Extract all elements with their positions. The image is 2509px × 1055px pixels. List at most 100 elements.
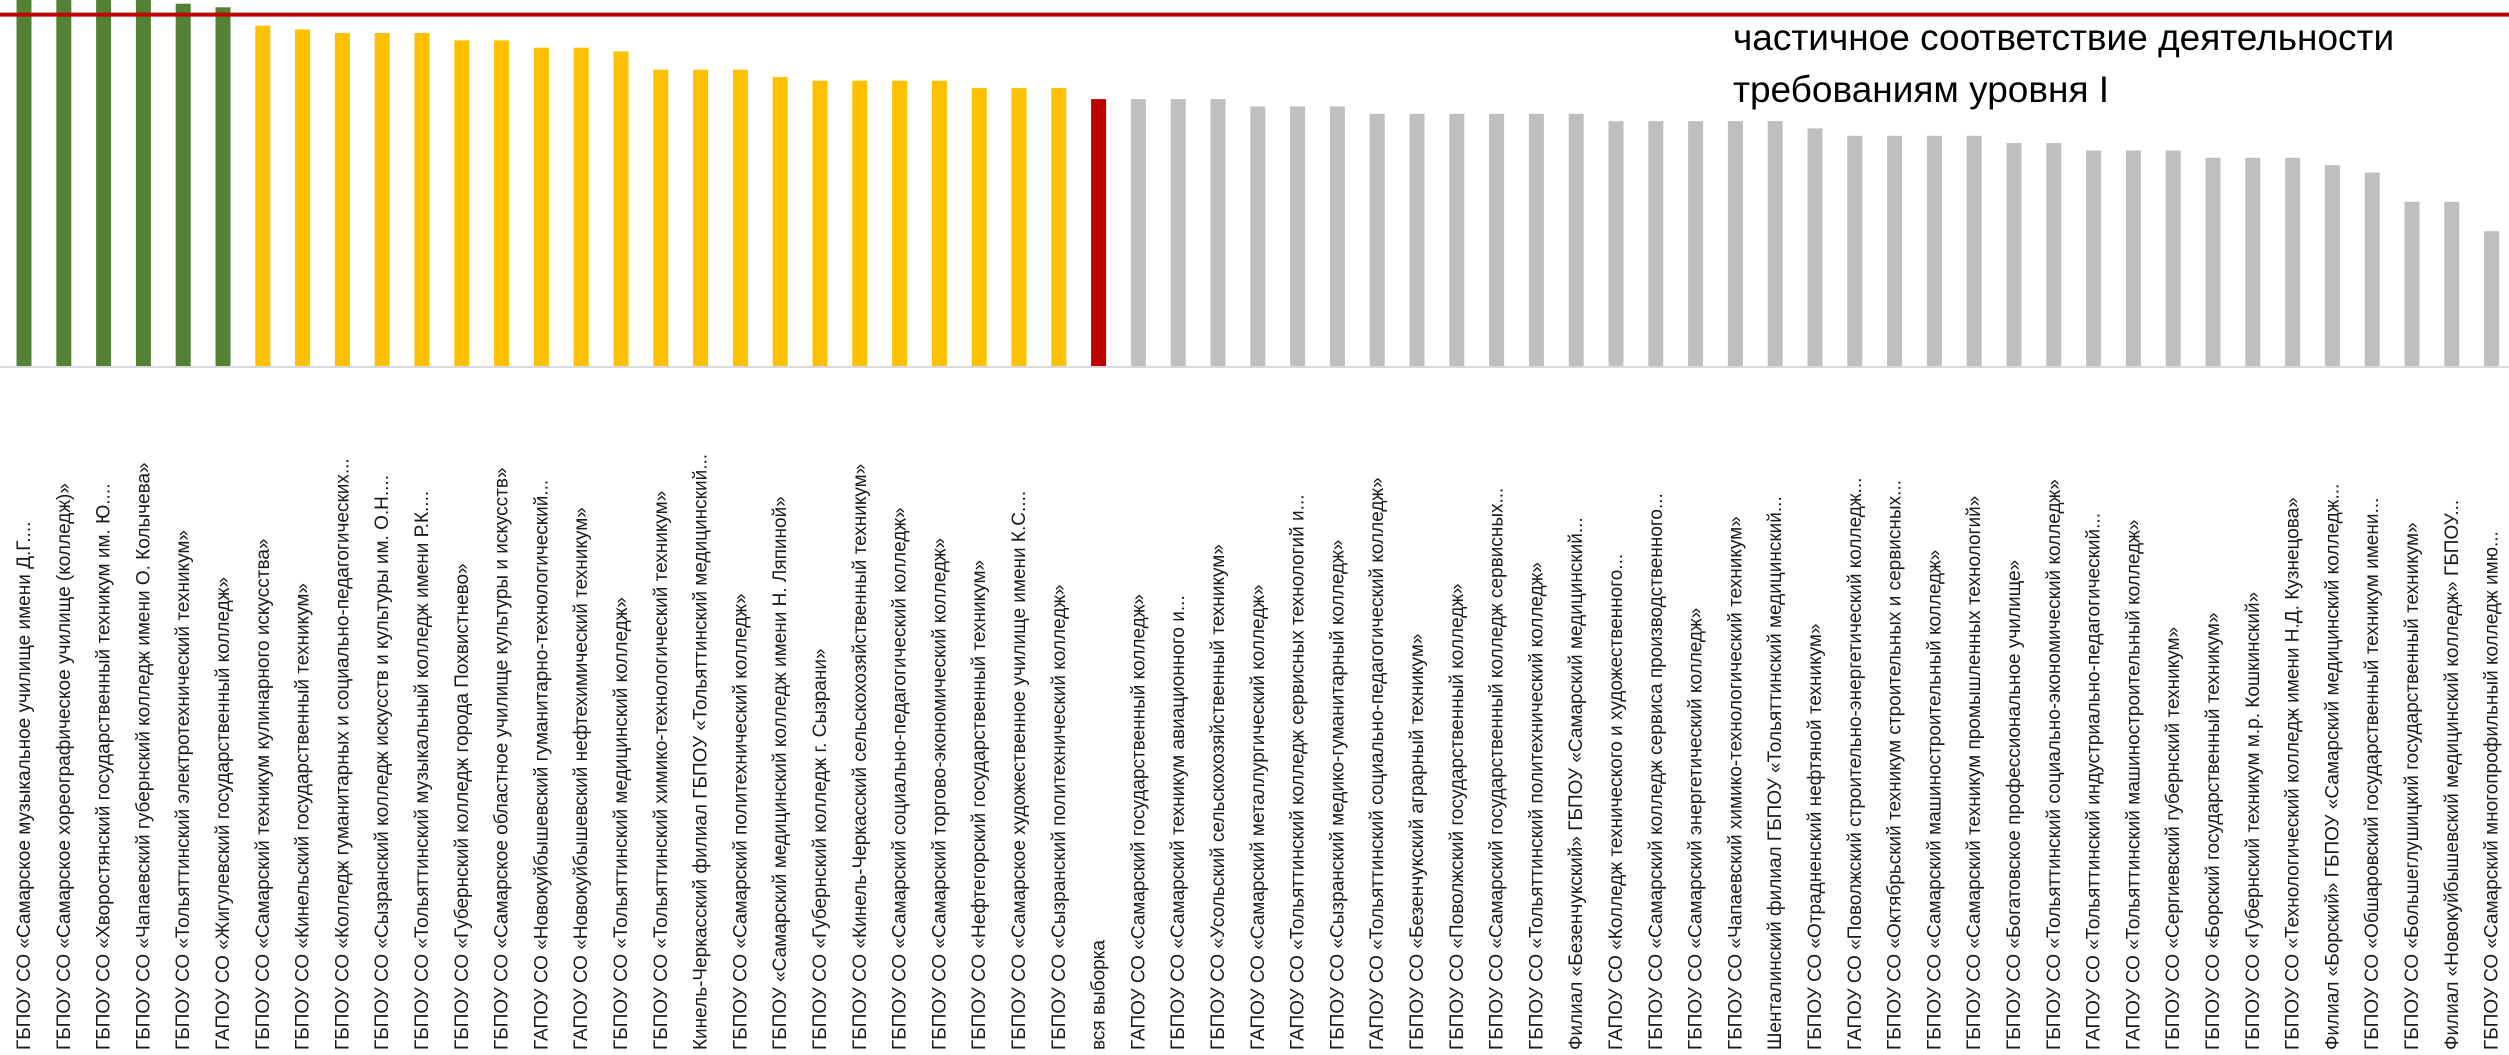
bar-48 bbox=[1887, 135, 1903, 367]
bar-52 bbox=[2046, 143, 2062, 367]
category-label-43: ГБПОУ СО «Самарский энергетический колле… bbox=[1686, 608, 1707, 1050]
category-label-46: ГБПОУ СО «Отрадненский нефтяной техникум… bbox=[1805, 623, 1826, 1050]
bar-27 bbox=[1051, 88, 1067, 367]
category-labels: ГБПОУ СО «Самарское музыкальное училище … bbox=[14, 454, 2503, 1050]
bar-18 bbox=[693, 69, 709, 367]
bar-60 bbox=[2364, 172, 2380, 367]
category-label-18: Кинель-Черкасский филиал ГБПОУ «Тольятти… bbox=[691, 454, 712, 1050]
bar-3 bbox=[96, 0, 112, 367]
bar-7 bbox=[255, 25, 271, 367]
category-label-1: ГБПОУ СО «Самарское музыкальное училище … bbox=[14, 522, 35, 1050]
bar-32 bbox=[1250, 106, 1266, 368]
category-label-38: ГБПОУ СО «Самарский государственный колл… bbox=[1487, 488, 1508, 1050]
category-label-31: ГБПОУ СО «Усольский сельскохозяйственный… bbox=[1208, 544, 1229, 1050]
category-label-59: Филиал «Борский» ГБПОУ «Самарский медици… bbox=[2322, 484, 2343, 1050]
bar-35 bbox=[1369, 113, 1385, 367]
category-label-27: ГБПОУ СО «Сызранский политехнический кол… bbox=[1049, 584, 1070, 1050]
bar-6 bbox=[215, 7, 231, 368]
category-label-63: ГБПОУ СО «Самарский многопрофильный колл… bbox=[2482, 531, 2503, 1050]
category-label-15: ГАПОУ СО «Новокуйбышевский нефтехимическ… bbox=[571, 507, 592, 1050]
category-label-54: ГАПОУ СО «Тольяттинский машиностроительн… bbox=[2123, 520, 2144, 1050]
category-label-26: ГБПОУ СО «Самарское художественное учили… bbox=[1009, 491, 1030, 1050]
bar-39 bbox=[1528, 113, 1544, 367]
category-label-55: ГБПОУ СО «Сергиевский губернский технику… bbox=[2163, 627, 2184, 1050]
bar-50 bbox=[1966, 135, 1982, 367]
bar-13 bbox=[494, 40, 510, 368]
threshold-annotation: частичное соответствие деятельности треб… bbox=[1733, 17, 2395, 110]
bar-57 bbox=[2245, 157, 2261, 367]
category-label-48: ГБПОУ СО «Октябрьский техникум строитель… bbox=[1885, 480, 1906, 1050]
category-label-10: ГБПОУ СО «Сызранский колледж искусств и … bbox=[372, 475, 393, 1050]
category-label-58: ГБПОУ СО «Технологический колледж имени … bbox=[2283, 497, 2304, 1050]
category-label-7: ГБПОУ СО «Самарский техникум кулинарного… bbox=[253, 539, 274, 1050]
category-label-50: ГБПОУ СО «Самарский техникум промышленны… bbox=[1964, 496, 1985, 1050]
bar-17 bbox=[653, 69, 669, 367]
bar-14 bbox=[533, 47, 549, 367]
category-label-30: ГБПОУ СО «Самарский техникум авиационног… bbox=[1168, 595, 1189, 1050]
bar-55 bbox=[2165, 150, 2181, 367]
bar-28 bbox=[1091, 99, 1107, 367]
bar-43 bbox=[1688, 121, 1704, 367]
category-label-21: ГБПОУ СО «Губернский колледж г. Сызрани» bbox=[810, 648, 831, 1050]
bar-63 bbox=[2484, 231, 2500, 367]
category-label-34: ГБПОУ СО «Сызранский медико-гуманитарный… bbox=[1327, 540, 1348, 1050]
category-label-40: Филиал «Безенчукский» ГБПОУ «Самарский м… bbox=[1566, 517, 1587, 1050]
category-label-49: ГБПОУ СО «Самарский машиностроительный к… bbox=[1924, 550, 1945, 1050]
category-label-9: ГБПОУ СО «Колледж гуманитарных и социаль… bbox=[332, 458, 353, 1050]
category-label-35: ГАПОУ СО «Тольяттинский социально-педаго… bbox=[1367, 477, 1388, 1050]
bar-41 bbox=[1608, 121, 1624, 367]
bar-58 bbox=[2285, 157, 2301, 367]
category-label-8: ГБПОУ СО «Кинельский государственный тех… bbox=[293, 583, 314, 1050]
category-label-33: ГАПОУ СО «Тольяттинский колледж сервисны… bbox=[1288, 494, 1309, 1050]
category-label-12: ГБПОУ СО «Губернский колледж города Похв… bbox=[452, 563, 473, 1050]
bar-44 bbox=[1727, 121, 1743, 367]
category-label-29: ГАПОУ СО «Самарский государственный колл… bbox=[1128, 594, 1149, 1050]
category-label-23: ГБПОУ СО «Самарский социально-педагогиче… bbox=[890, 507, 911, 1050]
category-label-56: ГБПОУ СО «Борский государственный техник… bbox=[2203, 612, 2224, 1050]
category-label-4: ГБПОУ СО «Чапаевский губернский колледж … bbox=[133, 462, 154, 1050]
bar-33 bbox=[1290, 106, 1306, 368]
category-label-42: ГБПОУ СО «Самарский колледж сервиса прои… bbox=[1646, 493, 1667, 1050]
bar-40 bbox=[1568, 113, 1584, 367]
category-label-28: вся выборка bbox=[1089, 940, 1110, 1050]
bar-29 bbox=[1130, 99, 1146, 367]
bar-31 bbox=[1210, 99, 1226, 367]
category-label-13: ГБПОУ СО «Самарское областное училище ку… bbox=[492, 467, 513, 1050]
category-label-62: Филиал «Новокуйбышевский медицинский кол… bbox=[2442, 500, 2463, 1050]
category-label-16: ГБПОУ СО «Тольяттинский медицинский колл… bbox=[611, 597, 632, 1050]
bar-8 bbox=[295, 29, 311, 368]
bar-42 bbox=[1648, 121, 1664, 367]
category-label-44: ГБПОУ СО «Чапаевский химико-технологичес… bbox=[1725, 516, 1746, 1050]
bar-37 bbox=[1449, 113, 1465, 367]
category-label-20: ГБПОУ «Самарский медицинский колледж име… bbox=[770, 496, 791, 1050]
bar-15 bbox=[573, 47, 589, 367]
bar-12 bbox=[454, 40, 470, 368]
bar-62 bbox=[2444, 201, 2460, 367]
category-label-2: ГБПОУ СО «Самарское хореографическое учи… bbox=[54, 483, 75, 1050]
category-label-36: ГБПОУ СО «Безенчукский аграрный техникум… bbox=[1407, 634, 1428, 1050]
bars-group bbox=[16, 0, 2500, 368]
bar-10 bbox=[374, 33, 390, 367]
bar-4 bbox=[135, 0, 151, 367]
bar-54 bbox=[2125, 150, 2141, 367]
category-label-3: ГБПОУ СО «Хворостянский государственный … bbox=[94, 484, 115, 1050]
category-label-47: ГАПОУ СО «Поволжский строительно-энергет… bbox=[1845, 478, 1866, 1050]
bar-20 bbox=[772, 77, 788, 367]
category-label-61: ГБПОУ СО «Большеглушицкий государственны… bbox=[2402, 522, 2423, 1050]
category-label-5: ГБПОУ СО «Тольяттинский электротехническ… bbox=[173, 530, 194, 1050]
bar-11 bbox=[414, 33, 430, 367]
bar-16 bbox=[613, 51, 629, 368]
bar-36 bbox=[1409, 113, 1425, 367]
bar-21 bbox=[812, 80, 828, 367]
bar-25 bbox=[971, 88, 987, 367]
bar-56 bbox=[2205, 157, 2221, 367]
bar-38 bbox=[1489, 113, 1505, 367]
bar-19 bbox=[732, 69, 748, 367]
category-label-17: ГБПОУ СО «Тольяттинский химико-технологи… bbox=[651, 491, 672, 1050]
bar-46 bbox=[1807, 128, 1823, 367]
category-label-45: Шенталинский филиал ГБПОУ «Тольяттинский… bbox=[1765, 496, 1786, 1050]
category-label-19: ГБПОУ СО «Самарский политехнический колл… bbox=[730, 593, 751, 1050]
category-label-39: ГБПОУ СО «Тольяттинский политехнический … bbox=[1526, 562, 1547, 1050]
category-label-22: ГБПОУ СО «Кинель-Черкасский сельскохозяй… bbox=[850, 464, 871, 1050]
